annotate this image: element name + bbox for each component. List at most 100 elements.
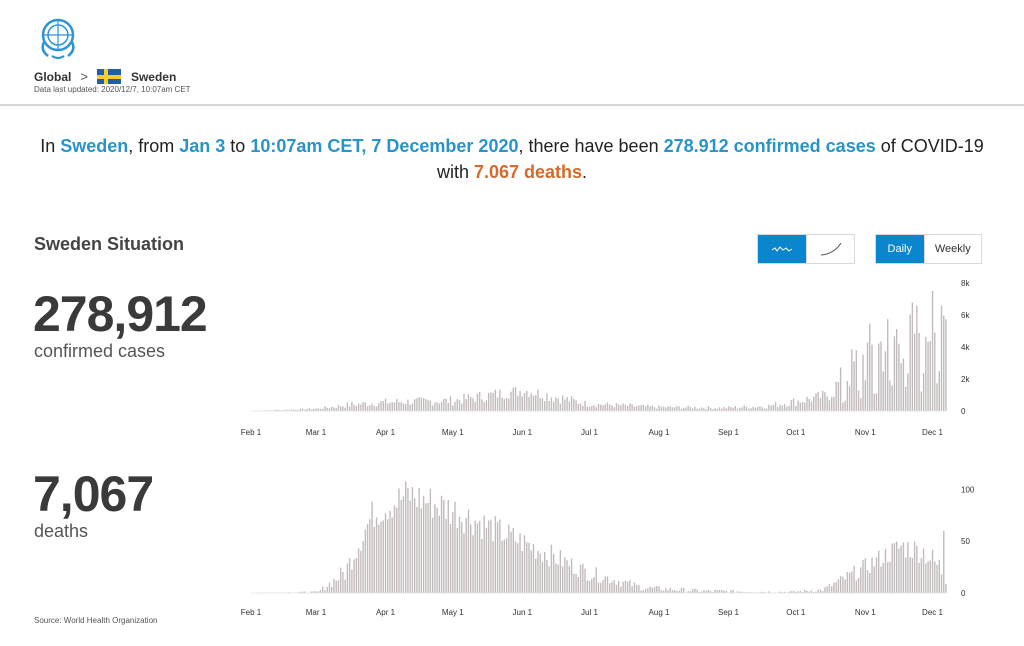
- deaths-bar[interactable]: [364, 529, 367, 593]
- cases-bar[interactable]: [869, 323, 871, 411]
- cases-bar[interactable]: [895, 329, 898, 411]
- deaths-bar[interactable]: [714, 589, 716, 593]
- cases-bar[interactable]: [344, 407, 346, 411]
- deaths-bar[interactable]: [337, 580, 340, 593]
- deaths-bar[interactable]: [683, 587, 685, 593]
- cases-bar[interactable]: [770, 405, 772, 411]
- deaths-bar[interactable]: [508, 524, 510, 593]
- cases-bar[interactable]: [575, 400, 577, 411]
- deaths-bar[interactable]: [544, 552, 546, 593]
- deaths-bar[interactable]: [405, 481, 407, 593]
- cases-bar[interactable]: [541, 398, 544, 411]
- cases-bar[interactable]: [893, 336, 896, 411]
- deaths-bar[interactable]: [617, 581, 620, 593]
- deaths-bar[interactable]: [667, 590, 669, 593]
- cases-bar[interactable]: [745, 406, 748, 411]
- deaths-bar[interactable]: [761, 591, 763, 593]
- cases-bar[interactable]: [339, 406, 342, 411]
- cases-bar[interactable]: [476, 393, 479, 411]
- cases-bar[interactable]: [687, 405, 689, 411]
- deaths-bar[interactable]: [537, 550, 539, 593]
- deaths-bar[interactable]: [523, 535, 526, 593]
- deaths-bar[interactable]: [436, 507, 438, 593]
- deaths-bar[interactable]: [474, 520, 476, 593]
- deaths-bar[interactable]: [938, 559, 940, 593]
- deaths-bar[interactable]: [357, 548, 360, 593]
- cases-bar[interactable]: [512, 387, 514, 411]
- cases-bar[interactable]: [299, 408, 302, 411]
- cases-bar[interactable]: [934, 332, 936, 411]
- cases-bar[interactable]: [544, 401, 546, 411]
- cases-bar[interactable]: [342, 406, 344, 411]
- cases-bar[interactable]: [570, 396, 573, 411]
- deaths-bar[interactable]: [830, 586, 833, 593]
- deaths-bar[interactable]: [317, 591, 319, 593]
- cases-bar[interactable]: [857, 390, 860, 411]
- cases-bar[interactable]: [714, 408, 716, 411]
- deaths-bar[interactable]: [573, 573, 575, 593]
- deaths-bar[interactable]: [671, 590, 674, 593]
- deaths-bar[interactable]: [644, 589, 647, 593]
- deaths-bar[interactable]: [494, 516, 497, 593]
- deaths-bar[interactable]: [725, 590, 727, 593]
- cases-bar[interactable]: [301, 408, 304, 411]
- cases-bar[interactable]: [909, 314, 911, 411]
- cases-bar[interactable]: [324, 406, 326, 411]
- deaths-bar[interactable]: [723, 590, 725, 593]
- deaths-bar[interactable]: [835, 582, 837, 593]
- deaths-bar[interactable]: [642, 590, 645, 593]
- deaths-bar[interactable]: [575, 573, 577, 593]
- deaths-bar[interactable]: [499, 519, 501, 593]
- cases-bar[interactable]: [927, 341, 929, 411]
- cases-bar[interactable]: [815, 393, 817, 411]
- cases-bar[interactable]: [658, 405, 660, 411]
- cases-bar[interactable]: [734, 406, 736, 411]
- cases-bar[interactable]: [306, 409, 308, 411]
- cases-bar[interactable]: [651, 405, 653, 411]
- cases-bar[interactable]: [407, 399, 409, 411]
- cases-bar[interactable]: [559, 403, 562, 411]
- cases-bar[interactable]: [748, 408, 750, 411]
- deaths-bar[interactable]: [369, 519, 371, 593]
- cases-bar[interactable]: [422, 398, 425, 411]
- cases-bar[interactable]: [382, 401, 384, 411]
- cases-bar[interactable]: [925, 336, 927, 411]
- cases-bar[interactable]: [862, 354, 864, 411]
- deaths-bar[interactable]: [324, 590, 326, 593]
- deaths-bar[interactable]: [449, 524, 452, 593]
- deaths-bar[interactable]: [391, 517, 393, 593]
- cases-bar[interactable]: [526, 390, 528, 411]
- deaths-bar[interactable]: [875, 557, 878, 593]
- deaths-bar[interactable]: [602, 580, 604, 593]
- deaths-bar[interactable]: [371, 501, 373, 594]
- deaths-bar[interactable]: [546, 559, 548, 593]
- cases-bar[interactable]: [887, 319, 889, 411]
- deaths-bar[interactable]: [550, 544, 553, 593]
- deaths-bar[interactable]: [301, 591, 304, 593]
- cases-bar[interactable]: [826, 396, 828, 411]
- deaths-bar[interactable]: [927, 561, 929, 593]
- deaths-bar[interactable]: [387, 519, 389, 593]
- cases-bar[interactable]: [674, 407, 676, 411]
- cases-bar[interactable]: [617, 404, 620, 411]
- cases-bar[interactable]: [452, 405, 454, 411]
- cases-bar[interactable]: [501, 397, 503, 411]
- cases-bar[interactable]: [510, 391, 512, 411]
- cases-bar[interactable]: [855, 350, 858, 411]
- cases-bar[interactable]: [539, 398, 541, 411]
- deaths-bar[interactable]: [824, 587, 826, 593]
- cases-bar[interactable]: [860, 398, 862, 411]
- cases-bar[interactable]: [678, 406, 680, 411]
- cases-bar[interactable]: [736, 408, 739, 411]
- cases-bar[interactable]: [593, 405, 595, 411]
- deaths-bar[interactable]: [566, 560, 568, 593]
- cases-bar[interactable]: [277, 409, 279, 411]
- deaths-bar[interactable]: [799, 590, 801, 593]
- cases-bar[interactable]: [813, 396, 815, 411]
- cases-bar[interactable]: [698, 408, 701, 411]
- deaths-bar[interactable]: [936, 564, 938, 593]
- cases-bar[interactable]: [806, 396, 808, 411]
- deaths-bar[interactable]: [895, 541, 898, 593]
- cases-bar[interactable]: [781, 405, 784, 411]
- cases-bar[interactable]: [514, 387, 517, 411]
